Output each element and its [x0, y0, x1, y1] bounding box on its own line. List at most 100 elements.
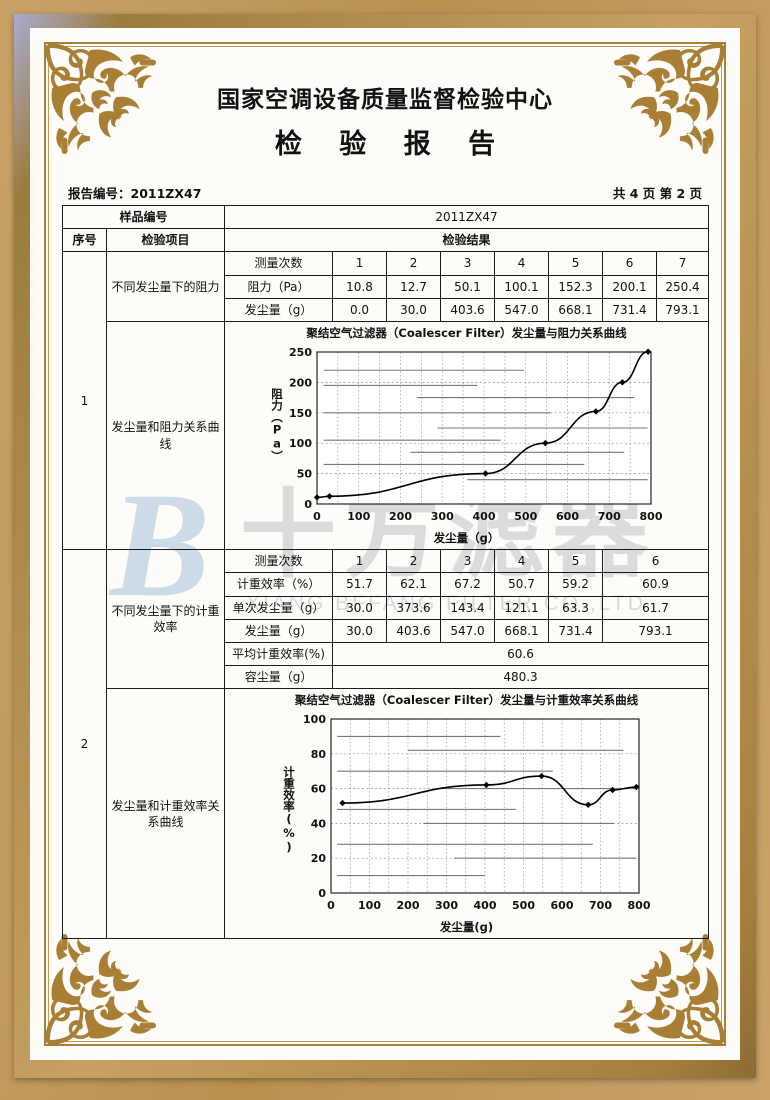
svg-text:0: 0 [304, 498, 312, 511]
s1-pa-5: 152.3 [548, 274, 604, 299]
s1-idx-7: 7 [656, 251, 710, 276]
s2-idx-5: 5 [548, 549, 604, 574]
chart-dust-vs-resistance: 聚结空气过滤器（Coalescer Filter）发尘量与阻力关系曲线 0 50 1… [227, 325, 706, 546]
chart-1-title: 聚结空气过滤器（Coalescer Filter）发尘量与阻力关系曲线 [306, 325, 627, 340]
table-row-s1-dust: 发尘量（g） 0.0 30.0 403.6 547.0 668.1 731.4 … [63, 297, 710, 322]
s2-dust-5: 731.4 [548, 618, 604, 643]
s1-idx-4: 4 [494, 251, 550, 276]
s2-rowhdr-measure: 测量次数 [224, 549, 334, 574]
svg-text:200: 200 [389, 510, 412, 523]
chart-dust-vs-efficiency: 聚结空气过滤器（Coalescer Filter）发尘量与计重效率关系曲线 0 2… [227, 692, 706, 935]
s1-dust-3: 403.6 [440, 297, 496, 322]
chart-cell-resistance: 聚结空气过滤器（Coalescer Filter）发尘量与阻力关系曲线 0 50 1… [224, 320, 710, 551]
svg-text:300: 300 [430, 510, 453, 523]
s2-dust-6: 793.1 [602, 618, 710, 643]
s2-avg-label: 平均计重效率(%) [224, 641, 334, 667]
table-row-s2-average: 平均计重效率(%) 60.6 [63, 641, 710, 667]
svg-text:50: 50 [296, 467, 312, 480]
col-header-result: 检验结果 [224, 228, 710, 253]
svg-text:200: 200 [289, 376, 312, 389]
svg-text:700: 700 [589, 899, 612, 912]
table-row-s2-chart: 发尘量和计重效率关系曲线 聚结空气过滤器（Coalescer Filter）发尘… [63, 688, 710, 940]
table-row-s2-capacity: 容尘量（g） 480.3 [63, 665, 710, 690]
s1-pa-3: 50.1 [440, 274, 496, 299]
inspection-report-table: 样品编号 2011ZX47 序号 检验项目 检验结果 1 不同发尘量下的阻力 测… [61, 204, 710, 940]
s1-pa-4: 100.1 [494, 274, 550, 299]
s1-idx-6: 6 [602, 251, 658, 276]
s2-sd-1: 30.0 [332, 595, 388, 620]
s2-dust-2: 403.6 [386, 618, 442, 643]
report-document: 国家空调设备质量监督检验中心 检 验 报 告 报告编号：2011ZX47 共 4… [61, 80, 710, 940]
item-name-s2b: 发尘量和计重效率关系曲线 [105, 688, 226, 940]
s1-pa-7: 250.4 [656, 274, 710, 299]
svg-text:20: 20 [310, 852, 326, 865]
svg-text:800: 800 [639, 510, 662, 523]
sample-no-value: 2011ZX47 [224, 204, 710, 230]
chart-1-ylabel: 阻力（Pa） [270, 387, 285, 462]
s2-dust-3: 547.0 [440, 618, 496, 643]
chart-2-title: 聚结空气过滤器（Coalescer Filter）发尘量与计重效率关系曲线 [294, 693, 639, 708]
svg-text:600: 600 [556, 510, 579, 523]
table-row-s1-chart: 发尘量和阻力关系曲线 聚结空气过滤器（Coalescer Filter）发尘量与… [63, 320, 710, 551]
item-name-s2a: 不同发尘量下的计重效率 [105, 549, 226, 690]
s2-sd-3: 143.4 [440, 595, 496, 620]
svg-text:400: 400 [472, 510, 495, 523]
svg-text:100: 100 [303, 713, 326, 726]
chart-2-ylabel: 计重效率(%) [282, 765, 297, 854]
report-meta-row: 报告编号：2011ZX47 共 4 页 第 2 页 [62, 183, 708, 205]
s1-pa-6: 200.1 [602, 274, 658, 299]
s2-sd-5: 63.3 [548, 595, 604, 620]
s2-eff-2: 62.1 [386, 572, 442, 597]
page-number: 共 4 页 第 2 页 [612, 186, 702, 201]
s1-idx-3: 3 [440, 251, 496, 276]
svg-text:80: 80 [310, 748, 326, 761]
s1-dust-7: 793.1 [656, 297, 710, 322]
report-number: 报告编号：2011ZX47 [68, 186, 202, 201]
svg-text:150: 150 [289, 406, 312, 419]
s2-rowhdr-single-dust: 单次发尘量（g） [224, 595, 334, 620]
s2-idx-3: 3 [440, 549, 496, 574]
s1-rowhdr-measure: 测量次数 [224, 251, 334, 276]
item-name-s1a: 不同发尘量下的阻力 [105, 251, 226, 322]
table-row-s2-single-dust: 单次发尘量（g） 30.0 373.6 143.4 121.1 63.3 61.… [63, 595, 710, 620]
row-no-1: 1 [62, 251, 107, 551]
s2-idx-4: 4 [494, 549, 550, 574]
svg-text:100: 100 [289, 437, 312, 450]
row-no-2: 2 [62, 549, 107, 940]
s1-idx-2: 2 [386, 251, 442, 276]
table-row-s1-resistance: 阻力（Pa） 10.8 12.7 50.1 100.1 152.3 200.1 … [63, 274, 710, 299]
s2-eff-6: 60.9 [602, 572, 710, 597]
chart-cell-efficiency: 聚结空气过滤器（Coalescer Filter）发尘量与计重效率关系曲线 0 2… [224, 688, 710, 940]
s1-idx-5: 5 [548, 251, 604, 276]
s1-dust-2: 30.0 [386, 297, 442, 322]
svg-text:0: 0 [318, 887, 326, 900]
s1-pa-1: 10.8 [332, 274, 388, 299]
s2-sd-2: 373.6 [386, 595, 442, 620]
s1-rowhdr-dust: 发尘量（g） [224, 297, 334, 322]
table-row-s2-measure-index: 2 不同发尘量下的计重效率 测量次数 1 2 3 4 5 6 [62, 549, 710, 940]
s2-dust-1: 30.0 [332, 618, 388, 643]
svg-text:600: 600 [550, 899, 573, 912]
svg-text:0: 0 [327, 899, 335, 912]
s1-dust-4: 547.0 [494, 297, 550, 322]
s1-rowhdr-resistance: 阻力（Pa） [224, 274, 334, 299]
s2-eff-3: 67.2 [440, 572, 496, 597]
svg-text:500: 500 [514, 510, 537, 523]
svg-text:0: 0 [313, 510, 321, 523]
issuing-organization: 国家空调设备质量监督检验中心 [217, 87, 553, 113]
s2-avg-value: 60.6 [332, 641, 710, 667]
chart-2-xlabel: 发尘量(g) [439, 919, 494, 934]
s1-dust-1: 0.0 [332, 297, 388, 322]
svg-text:300: 300 [435, 899, 458, 912]
chart-2-plot-area: 0 20 40 60 80 100 0 100 200 300 400 500 600 700 800 计重效… [281, 711, 653, 919]
s2-idx-6: 6 [602, 549, 710, 574]
table-row-headers: 序号 检验项目 检验结果 [62, 228, 710, 253]
item-name-s1b: 发尘量和阻力关系曲线 [105, 320, 226, 551]
svg-text:200: 200 [396, 899, 419, 912]
s1-dust-5: 668.1 [548, 297, 604, 322]
s2-sd-6: 61.7 [602, 595, 710, 620]
s2-eff-1: 51.7 [332, 572, 388, 597]
table-row-sample: 样品编号 2011ZX47 [61, 204, 710, 230]
svg-text:250: 250 [289, 346, 312, 359]
s2-eff-4: 50.7 [494, 572, 550, 597]
